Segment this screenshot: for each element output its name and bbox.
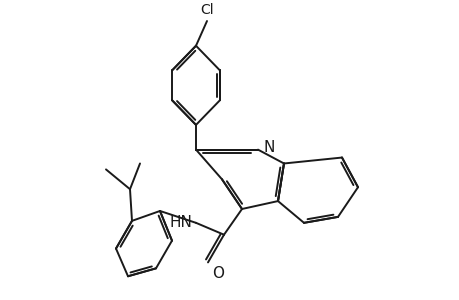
Text: O: O xyxy=(212,266,224,281)
Text: HN: HN xyxy=(169,215,191,230)
Text: N: N xyxy=(263,140,275,155)
Text: Cl: Cl xyxy=(200,3,213,17)
